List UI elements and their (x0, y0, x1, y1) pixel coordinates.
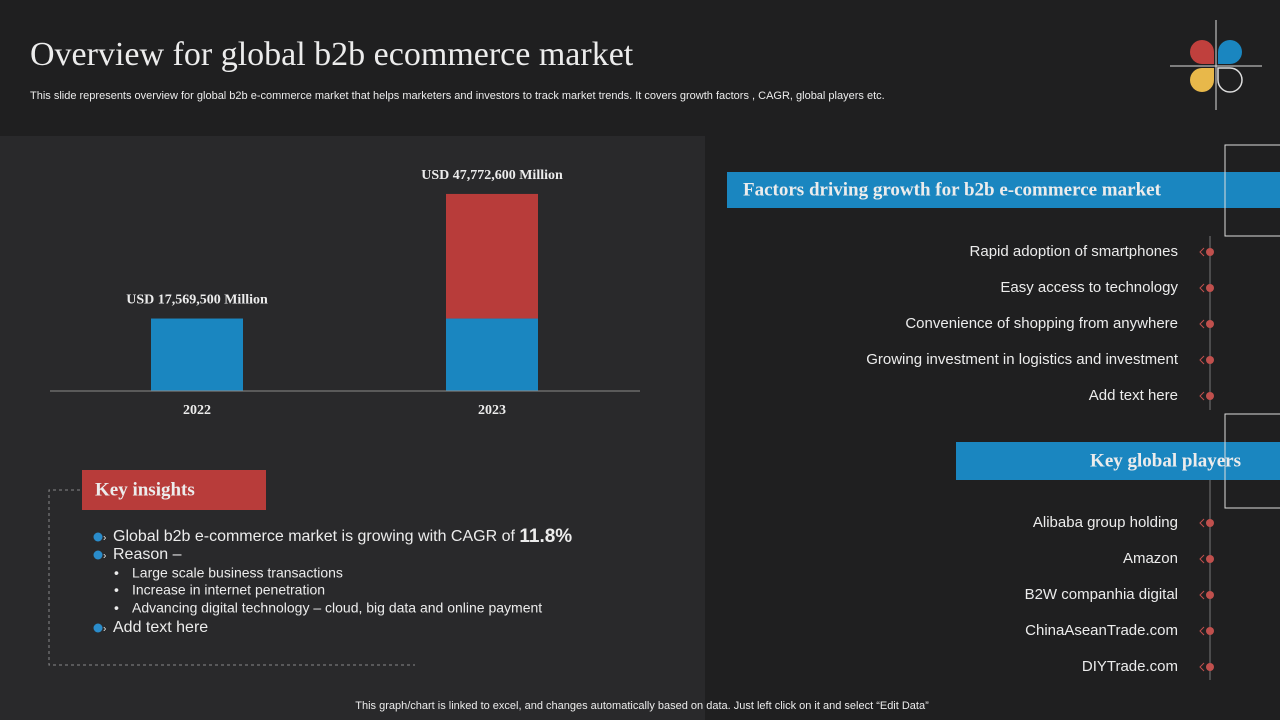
players-title: Key global players (1090, 450, 1241, 471)
insight-text: Add text here (113, 619, 208, 636)
list-item: DIYTrade.com (1082, 658, 1178, 675)
list-item: Add text here (1089, 387, 1178, 404)
slide-subtitle: This slide represents overview for globa… (30, 90, 885, 102)
growth-title: Factors driving growth for b2b e-commerc… (743, 179, 1162, 200)
insight-text-part: Global b2b e-commerce market is growing … (113, 528, 519, 545)
list-chevron (1199, 626, 1205, 636)
bar-segment (446, 193, 538, 319)
list-chevron (1199, 247, 1205, 257)
insight-subitem: Advancing digital technology – cloud, bi… (132, 600, 542, 616)
insight-text-part: Add text here (113, 619, 208, 636)
list-dot (1206, 519, 1214, 527)
list-chevron (1199, 554, 1205, 564)
insight-arrow: › (103, 551, 106, 562)
list-item: B2W companhia digital (1025, 586, 1178, 603)
list-chevron (1199, 319, 1205, 329)
insight-subitem: Increase in internet penetration (132, 582, 325, 598)
footer-note: This graph/chart is linked to excel, and… (355, 700, 929, 712)
players-header (956, 442, 1280, 480)
insight-bullet (93, 550, 103, 560)
list-item: Rapid adoption of smartphones (970, 243, 1178, 260)
list-dot (1206, 591, 1214, 599)
list-item: Amazon (1123, 550, 1178, 567)
list-chevron (1199, 391, 1205, 401)
list-chevron (1199, 590, 1205, 600)
players-bracket (1224, 413, 1280, 509)
insight-text: Global b2b e-commerce market is growing … (113, 526, 572, 547)
list-item: ChinaAseanTrade.com (1025, 622, 1178, 639)
list-dot (1206, 284, 1214, 292)
bar-segment (446, 318, 538, 391)
sub-bullet: • (114, 565, 119, 581)
insight-text: Reason – (113, 546, 182, 563)
sub-bullet: • (114, 600, 119, 616)
list-dot (1206, 356, 1214, 364)
list-dot (1206, 663, 1214, 671)
insight-text-part: Reason – (113, 546, 182, 563)
growth-header (727, 172, 1280, 208)
x-tick-label: 2023 (478, 403, 506, 418)
insight-emphasis: 11.8% (519, 526, 572, 547)
slide-title: Overview for global b2b ecommerce market (30, 36, 634, 73)
list-dot (1206, 555, 1214, 563)
list-item: Convenience of shopping from anywhere (905, 315, 1178, 332)
logo (1170, 20, 1262, 110)
list-dot (1206, 248, 1214, 256)
list-item: Alibaba group holding (1033, 514, 1178, 531)
total-label: USD 17,569,500 Million (126, 293, 268, 308)
list-chevron (1199, 355, 1205, 365)
list-chevron (1199, 662, 1205, 672)
list-item: Easy access to technology (1000, 279, 1178, 296)
insights-title: Key insights (95, 479, 195, 500)
insight-arrow: › (103, 624, 106, 635)
growth-bracket (1224, 144, 1280, 237)
bar-segment (151, 318, 243, 391)
list-item: Growing investment in logistics and inve… (866, 351, 1179, 368)
sub-bullet: • (114, 582, 119, 598)
insight-subitem: Large scale business transactions (132, 565, 343, 581)
list-chevron (1199, 283, 1205, 293)
insight-bullet (93, 623, 103, 633)
total-label: USD 47,772,600 Million (421, 168, 563, 183)
list-dot (1206, 392, 1214, 400)
list-chevron (1199, 518, 1205, 528)
insights-header (82, 470, 266, 510)
x-tick-label: 2022 (183, 403, 211, 418)
insight-bullet (93, 532, 103, 542)
list-dot (1206, 627, 1214, 635)
insight-arrow: › (103, 533, 106, 544)
list-dot (1206, 320, 1214, 328)
left-panel (0, 136, 705, 720)
